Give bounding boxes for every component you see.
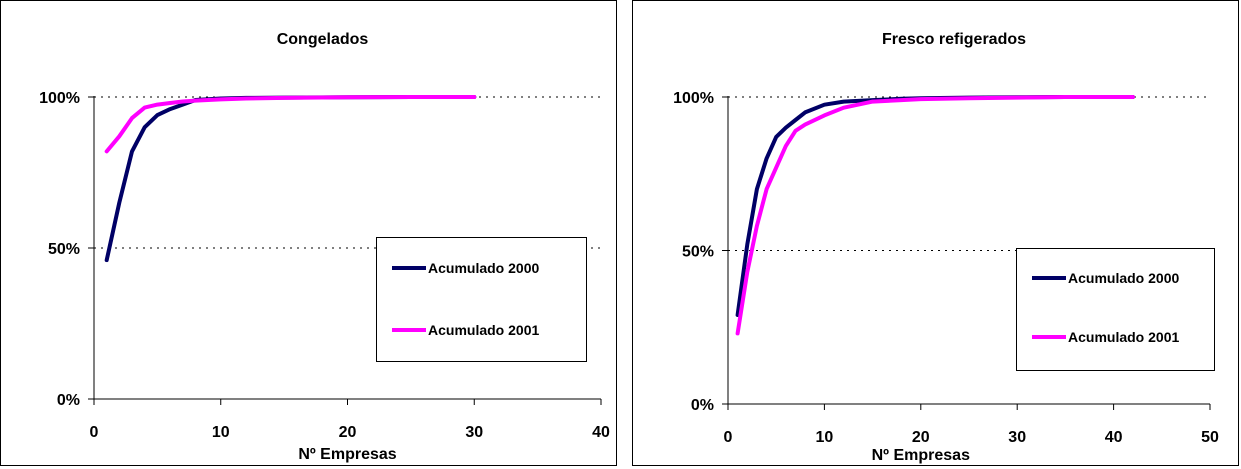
chart-svg: Congelados 0% 50% 100% 0 10 20 30 40 Nº Empresas A… xyxy=(0,0,617,466)
chart-svg: Fresco refigerados 0% 50% 100% 0 10 20 30 40 50 Nº… xyxy=(632,0,1239,466)
x-tick-label: 40 xyxy=(592,424,610,441)
series-line-acumulado-2001 xyxy=(735,95,1135,336)
x-tick-label: 50 xyxy=(1201,429,1219,446)
x-tick-label: 0 xyxy=(90,424,99,441)
y-tick-label: 100% xyxy=(673,90,714,107)
x-tick-label: 40 xyxy=(1105,429,1123,446)
legend-label: Acumulado 2001 xyxy=(1068,329,1179,345)
x-axis-label: Nº Empresas xyxy=(872,447,970,464)
x-tick-label: 10 xyxy=(816,429,834,446)
chart-title: Congelados xyxy=(277,31,369,48)
legend-label: Acumulado 2000 xyxy=(428,260,539,276)
y-tick-label: 50% xyxy=(682,244,714,261)
chart-border xyxy=(632,0,1239,466)
x-tick-label: 20 xyxy=(912,429,930,446)
legend-box xyxy=(1016,248,1215,371)
legend: Acumulado 2000 Acumulado 2001 xyxy=(376,237,587,362)
x-axis-label: Nº Empresas xyxy=(298,446,396,463)
legend-label: Acumulado 2001 xyxy=(428,322,539,338)
chart-border xyxy=(0,0,617,466)
x-tick-label: 0 xyxy=(724,429,733,446)
x-tick-label: 30 xyxy=(465,424,483,441)
chart-fresco-refigerados: Fresco refigerados 0% 50% 100% 0 10 20 30 40 50 Nº… xyxy=(632,0,1239,466)
legend-label: Acumulado 2000 xyxy=(1068,270,1179,286)
legend: Acumulado 2000 Acumulado 2001 xyxy=(1016,248,1215,371)
chart-title: Fresco refigerados xyxy=(882,31,1026,48)
chart-congelados: Congelados 0% 50% 100% 0 10 20 30 40 Nº Empresas A… xyxy=(0,0,617,466)
series-line-acumulado-2001 xyxy=(104,95,477,154)
x-tick-label: 30 xyxy=(1008,429,1026,446)
legend-box xyxy=(376,237,587,362)
x-tick-label: 10 xyxy=(212,424,230,441)
x-tick-label: 20 xyxy=(339,424,357,441)
y-tick-label: 100% xyxy=(39,90,80,107)
y-tick-label: 0% xyxy=(691,397,714,414)
y-tick-label: 0% xyxy=(57,392,80,409)
y-tick-label: 50% xyxy=(48,241,80,258)
